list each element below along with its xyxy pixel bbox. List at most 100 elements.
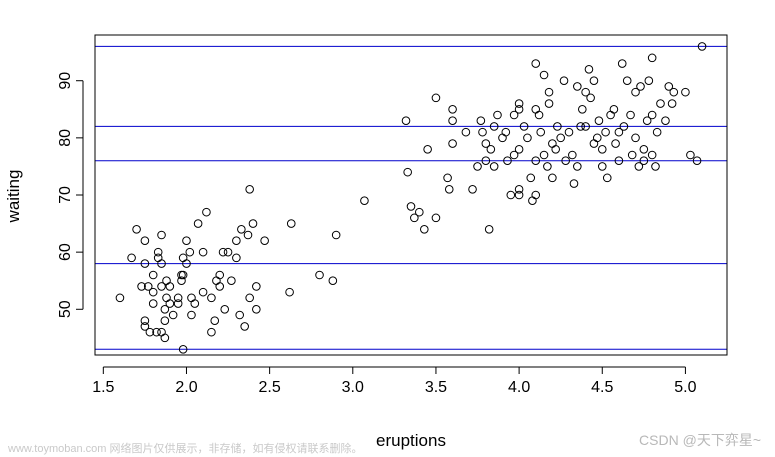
- data-point: [586, 93, 595, 103]
- y-tick-label: 80: [57, 129, 74, 147]
- data-point: [667, 99, 677, 108]
- data-point: [484, 224, 494, 234]
- data-point: [611, 139, 620, 148]
- data-point: [168, 310, 178, 320]
- data-point: [564, 127, 574, 137]
- data-point: [514, 184, 524, 194]
- data-point: [328, 276, 338, 286]
- data-point: [252, 304, 261, 314]
- data-point: [544, 99, 554, 108]
- data-point: [315, 270, 324, 280]
- data-point: [461, 127, 471, 137]
- data-point: [162, 276, 171, 286]
- y-tick-label: 60: [57, 243, 74, 261]
- data-point: [187, 293, 196, 303]
- data-point: [182, 259, 191, 268]
- data-point: [431, 213, 441, 223]
- data-point: [534, 110, 544, 120]
- data-point: [602, 173, 612, 183]
- data-point: [528, 196, 537, 206]
- data-point: [581, 122, 590, 131]
- x-tick-label: 5.0: [674, 379, 696, 396]
- data-point: [647, 110, 657, 120]
- data-point: [232, 236, 241, 246]
- data-point: [519, 122, 529, 131]
- data-point: [115, 293, 125, 303]
- data-point: [190, 299, 200, 308]
- data-point: [669, 87, 679, 97]
- data-point: [178, 253, 188, 263]
- data-point: [609, 104, 619, 114]
- x-axis-label: eruptions: [376, 431, 446, 450]
- data-point: [619, 122, 629, 131]
- data-point: [448, 116, 457, 126]
- data-point: [614, 156, 624, 166]
- data-point: [240, 322, 249, 331]
- data-point: [286, 219, 296, 228]
- data-point: [448, 139, 457, 148]
- data-point: [173, 293, 183, 303]
- data-point: [215, 282, 225, 291]
- data-point: [514, 144, 524, 154]
- data-point: [210, 316, 220, 326]
- data-point: [331, 230, 341, 240]
- data-point: [486, 144, 496, 154]
- data-point: [639, 144, 649, 154]
- data-point: [489, 162, 499, 171]
- data-point: [182, 236, 191, 246]
- data-point: [568, 150, 577, 160]
- data-point: [539, 70, 549, 80]
- data-point: [245, 184, 254, 194]
- data-point: [401, 116, 411, 126]
- data-point: [237, 224, 246, 234]
- data-point: [631, 87, 640, 97]
- data-point: [148, 270, 158, 280]
- data-point: [245, 293, 254, 303]
- data-point: [543, 162, 552, 171]
- data-point: [198, 247, 208, 257]
- data-point: [153, 253, 163, 263]
- x-tick-label: 4.5: [591, 379, 613, 396]
- data-point: [601, 127, 610, 137]
- data-point: [157, 230, 166, 240]
- data-point: [652, 127, 662, 137]
- data-point: [509, 110, 519, 120]
- data-point: [578, 104, 587, 114]
- data-points: [115, 42, 707, 354]
- data-point: [403, 167, 412, 177]
- data-point: [681, 87, 690, 97]
- data-point: [503, 156, 512, 166]
- data-point: [617, 59, 627, 68]
- data-point: [692, 156, 702, 166]
- data-point: [215, 270, 225, 280]
- data-point: [498, 133, 507, 143]
- data-point: [232, 253, 241, 263]
- data-point: [478, 127, 487, 137]
- data-point: [202, 207, 211, 217]
- data-point: [581, 87, 590, 97]
- data-point: [223, 247, 233, 257]
- data-point: [423, 144, 432, 154]
- y-tick-label: 70: [57, 186, 74, 204]
- data-point: [531, 104, 541, 114]
- data-point: [285, 287, 294, 297]
- data-point: [573, 162, 582, 171]
- x-tick-label: 1.5: [92, 379, 114, 396]
- y-tick-label: 90: [57, 72, 74, 90]
- data-point: [177, 270, 186, 280]
- data-point: [415, 207, 424, 217]
- data-point: [193, 219, 203, 228]
- plot-frame: [94, 34, 728, 356]
- data-point: [207, 293, 216, 303]
- x-tick-label: 2.0: [175, 379, 197, 396]
- data-point: [639, 156, 649, 166]
- data-point: [145, 327, 155, 337]
- data-point: [514, 104, 524, 114]
- y-axis: 50 60 70 80 90: [57, 72, 84, 318]
- data-point: [589, 139, 599, 148]
- data-point: [642, 116, 652, 126]
- data-point: [686, 150, 695, 160]
- data-point: [531, 190, 541, 200]
- data-point: [157, 327, 166, 337]
- data-point: [481, 139, 491, 148]
